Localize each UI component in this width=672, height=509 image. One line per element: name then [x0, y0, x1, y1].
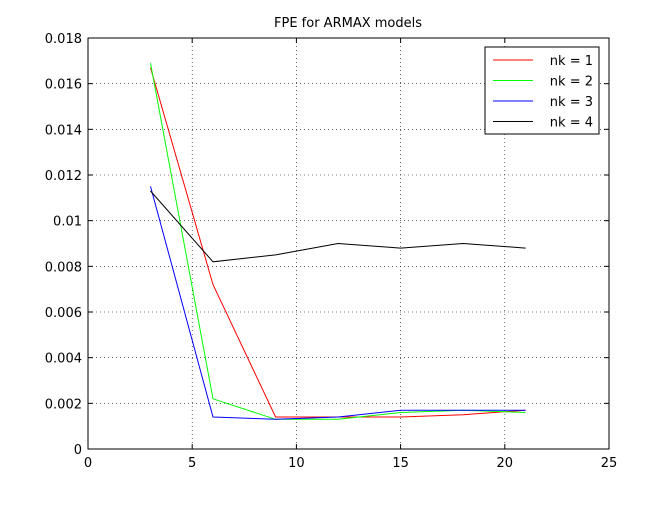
axes-frame	[87, 37, 610, 450]
y-tick-label: 0.018	[45, 32, 82, 47]
x-tick-label: 5	[188, 456, 196, 471]
y-tick-label: 0.01	[53, 215, 82, 230]
ticks: 0 5 10 15 20 25 0 0.002 0.004 0.006 0.008 0.01 0.012…	[45, 32, 617, 471]
series-line	[150, 190, 526, 263]
chart-title: FPE for ARMAX models	[274, 16, 422, 31]
legend-label: nk = 3	[550, 95, 593, 110]
y-tick-label: 0	[74, 443, 82, 458]
x-tick-label: 20	[497, 456, 514, 471]
y-tick-label: 0.004	[45, 352, 82, 367]
y-tick-label: 0.008	[45, 260, 82, 275]
x-tick-label: 0	[84, 456, 92, 471]
legend-label: nk = 1	[550, 54, 593, 69]
legend: nk = 1 nk = 2 nk = 3 nk = 4	[484, 46, 600, 135]
y-tick-label: 0.014	[45, 123, 82, 138]
legend-label: nk = 4	[550, 116, 593, 131]
y-tick-label: 0.012	[45, 169, 82, 184]
series-line	[150, 186, 526, 420]
legend-box	[484, 46, 600, 135]
x-tick-label: 15	[392, 456, 409, 471]
x-tick-label: 10	[288, 456, 305, 471]
x-tick-label: 25	[601, 456, 618, 471]
y-tick-label: 0.006	[45, 306, 82, 321]
y-tick-label: 0.002	[45, 397, 82, 412]
legend-label: nk = 2	[550, 75, 593, 90]
y-tick-label: 0.016	[45, 78, 82, 93]
series-lines	[150, 63, 526, 420]
